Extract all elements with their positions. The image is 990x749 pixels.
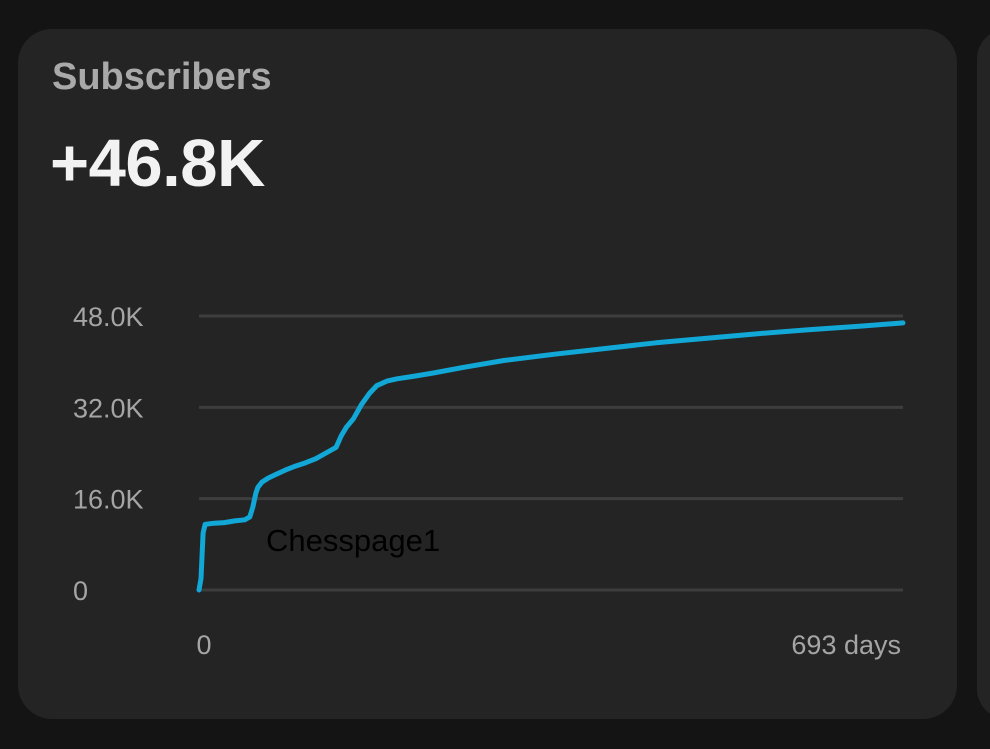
card-title: Subscribers bbox=[52, 56, 272, 98]
next-card-edge bbox=[977, 29, 990, 719]
series-line-0 bbox=[196, 320, 906, 593]
x-tick-label: 693 days bbox=[791, 630, 901, 660]
y-tick-label: 16.0K bbox=[73, 485, 144, 515]
x-axis-ticks: 0 693 days bbox=[196, 630, 901, 660]
grid-lines bbox=[199, 314, 903, 592]
subscriber-delta-value: +46.8K bbox=[50, 126, 265, 201]
y-axis-ticks: 0 16.0K 32.0K 48.0K bbox=[73, 302, 144, 606]
x-tick-label: 0 bbox=[196, 630, 211, 660]
series-layer bbox=[196, 320, 906, 593]
series-annotation-label: Chesspage1 bbox=[266, 523, 440, 558]
subscribers-card bbox=[18, 29, 957, 719]
y-tick-label: 0 bbox=[73, 576, 88, 606]
y-tick-label: 32.0K bbox=[73, 393, 144, 423]
y-tick-label: 48.0K bbox=[73, 302, 144, 332]
